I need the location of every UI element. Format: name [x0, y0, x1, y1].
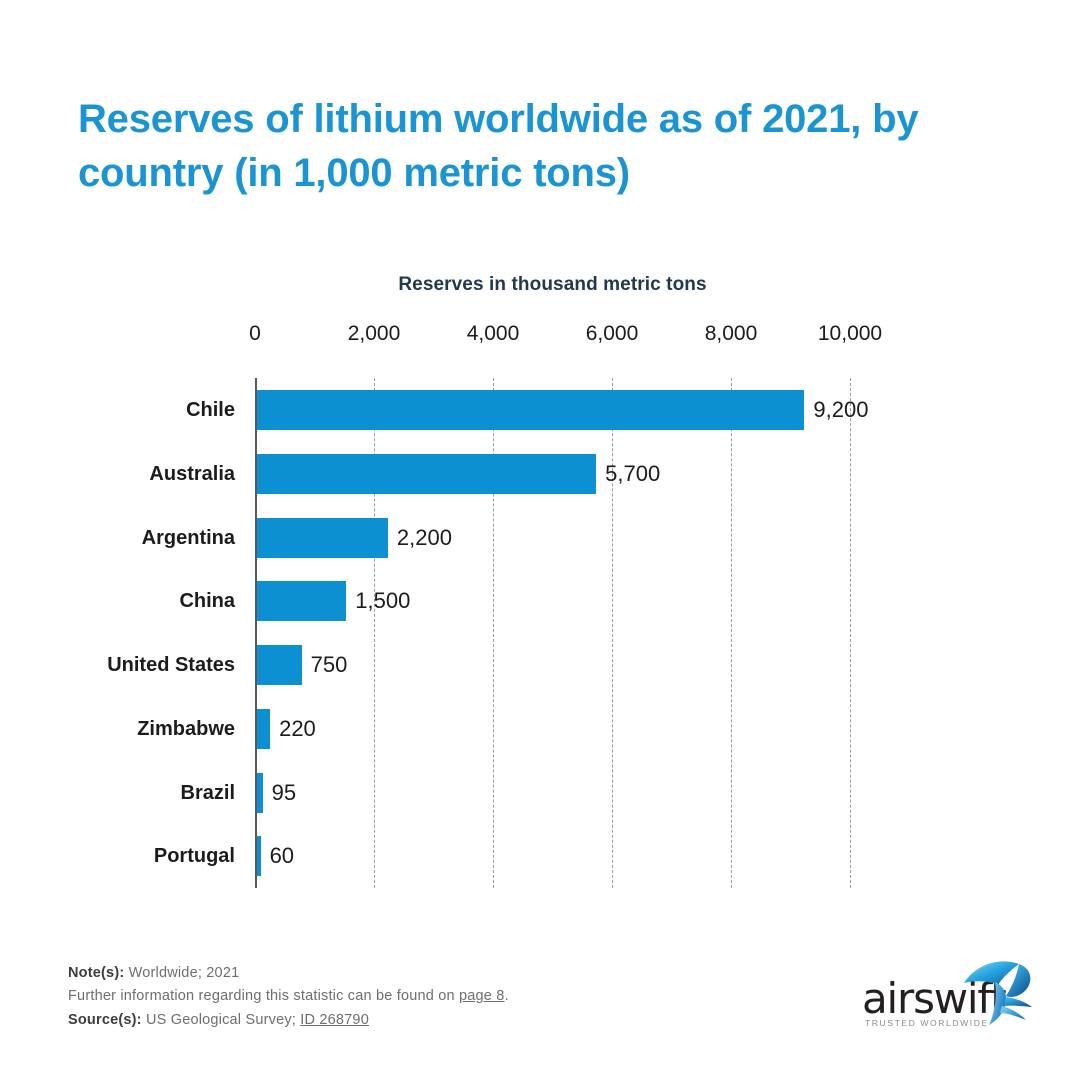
category-label: Zimbabwe	[137, 717, 235, 740]
bar-row: Portugal 60	[154, 824, 850, 888]
bar-row: Argentina 2,200	[142, 506, 850, 570]
bar-value-label: 95	[271, 779, 297, 805]
gridline	[374, 378, 375, 888]
bar-row: Zimbabwe 220	[137, 697, 850, 761]
bar[interactable]	[257, 708, 271, 749]
bar-value-label: 220	[279, 715, 316, 741]
bar[interactable]	[257, 453, 597, 494]
statistic-id-link[interactable]: ID 268790	[300, 1011, 369, 1028]
bar[interactable]	[257, 390, 805, 430]
swift-bird-icon	[964, 961, 1032, 1025]
bar-row: Brazil 95	[181, 761, 850, 825]
bar-row: China 1,500	[179, 569, 850, 633]
x-tick-label: 8,000	[704, 322, 758, 345]
logo-wordmark: airswift	[862, 974, 1007, 1023]
category-label: Australia	[149, 462, 235, 485]
further-info-text: Further information regarding this stati…	[68, 988, 460, 1005]
category-label: Portugal	[153, 845, 235, 868]
gridline	[850, 378, 851, 888]
page-8-link[interactable]: page 8	[459, 988, 505, 1005]
further-info-period: .	[504, 988, 509, 1005]
chart-container: Reserves in thousand metric tons 0 2,000 4…	[0, 252, 1080, 912]
source-label: Source(s):	[68, 1011, 142, 1028]
bar[interactable]	[257, 581, 347, 622]
notes-text: Worldwide; 2021	[124, 965, 240, 981]
x-tick-label: 4,000	[466, 322, 520, 345]
bar-row: Australia 5,700	[149, 442, 850, 506]
bar-value-label: 2,200	[396, 524, 452, 550]
bar[interactable]	[257, 645, 302, 685]
logo-tagline: TRUSTED WORLDWIDE	[865, 1018, 989, 1028]
gridline	[612, 378, 613, 888]
gridline	[493, 378, 494, 888]
bar-value-label: 750	[310, 652, 348, 677]
y-axis-line	[255, 378, 257, 888]
category-label: United States	[107, 654, 235, 676]
x-tick-label: 6,000	[585, 322, 639, 345]
bar-value-label: 60	[269, 843, 295, 869]
bar[interactable]	[257, 517, 388, 558]
x-tick-label: 2,000	[347, 322, 401, 345]
x-axis-tick-labels: 0 2,000 4,000 6,000 8,000 10,000	[0, 322, 1080, 352]
title-block: Reserves of lithium worldwide as of 2021…	[78, 92, 1018, 200]
category-label: China	[179, 590, 235, 613]
bar-value-label: 5,700	[605, 460, 661, 486]
bar-row: Chile 9,200	[186, 378, 868, 442]
source-text: US Geological Survey;	[141, 1011, 301, 1028]
category-label: Brazil	[180, 781, 235, 804]
x-tick-label: 10,000	[817, 322, 883, 345]
footnote-source: Source(s): US Geological Survey; ID 2687…	[68, 1009, 708, 1032]
category-label: Argentina	[141, 526, 235, 549]
category-label: Chile	[186, 399, 235, 421]
footnote-notes: Note(s): Worldwide; 2021	[68, 962, 708, 985]
bar-value-label: 1,500	[355, 588, 411, 614]
footnote-further-info: Further information regarding this stati…	[68, 985, 708, 1008]
gridline	[731, 378, 732, 888]
plot-area: Chile 9,200 Australia 5,700 Argentina 2,200 Ch…	[107, 378, 868, 888]
bar-value-label: 9,200	[813, 397, 869, 422]
bar[interactable]	[257, 772, 263, 813]
notes-label: Note(s):	[68, 965, 125, 981]
bar-row: United States 750	[107, 633, 850, 697]
airswift-logo: airswift TRUSTED WORLDWIDE	[862, 961, 1032, 1040]
bar[interactable]	[257, 836, 261, 877]
page-title: Reserves of lithium worldwide as of 2021…	[78, 97, 919, 195]
footnotes: Note(s): Worldwide; 2021 Further informa…	[68, 962, 708, 1032]
axis-subtitle: Reserves in thousand metric tons	[398, 274, 707, 295]
x-tick-label: 0	[249, 322, 261, 345]
